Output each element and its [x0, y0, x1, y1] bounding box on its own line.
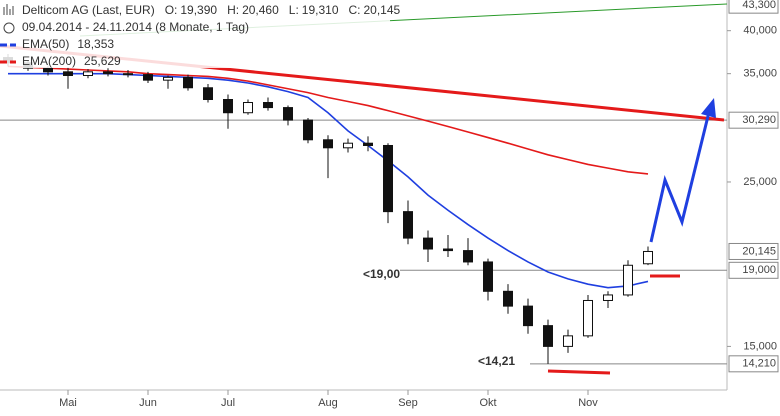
- candle-body: [43, 67, 53, 73]
- candle-body: [123, 73, 133, 76]
- candle-body: [443, 248, 453, 252]
- support-mark: [547, 369, 611, 375]
- candle-body: [603, 294, 613, 301]
- annotation: <14,21: [478, 354, 515, 368]
- candle-body: [223, 99, 233, 114]
- candle-body: [403, 211, 413, 239]
- price-box: [728, 261, 779, 279]
- candle-body: [323, 139, 333, 149]
- candle-body: [483, 261, 493, 292]
- y-tick-label: 35,000: [743, 68, 777, 80]
- candle-body: [623, 264, 633, 296]
- y-tick-label: 40,000: [743, 25, 777, 37]
- price-label: 14,210: [742, 358, 776, 370]
- candle-body: [243, 102, 253, 114]
- candle-body: [283, 107, 293, 121]
- candle-body: [263, 102, 273, 109]
- candle-body: [203, 87, 213, 101]
- ohlc-value: 20,145: [364, 3, 401, 17]
- ohlc-value: 19,390: [180, 3, 217, 17]
- candle-body: [643, 250, 653, 265]
- price-box: [728, 0, 779, 14]
- x-tick-label: Jun: [139, 397, 157, 409]
- price-label: 30,290: [742, 114, 776, 126]
- clock-icon: [3, 22, 15, 34]
- header-period: 09.04.2014 - 24.11.2014 (8 Monate, 1 Tag…: [22, 20, 249, 34]
- candle-body: [163, 76, 173, 81]
- ohlc-value: 20,460: [242, 3, 279, 17]
- ohlc-label: L:: [289, 3, 299, 17]
- ohlc-label: H:: [227, 3, 239, 17]
- candle-body: [503, 290, 513, 307]
- header-bg: [0, 0, 390, 68]
- header-title: Delticom AG (Last, EUR): [22, 3, 155, 17]
- candle-body: [463, 250, 473, 263]
- chart-icon: [3, 4, 14, 15]
- y-tick-label: 15,000: [743, 340, 777, 352]
- projection: [649, 107, 712, 243]
- header: Delticom AG (Last, EUR) 09.04.2014 - 24.…: [0, 0, 401, 68]
- candle-body: [363, 142, 373, 146]
- ema-line: [7, 65, 649, 175]
- annotation: <19,00: [363, 267, 400, 281]
- candle-body: [183, 76, 193, 89]
- price-label: 43,300: [742, 0, 776, 11]
- price-box: [728, 111, 779, 129]
- x-tick-label: Nov: [578, 397, 598, 409]
- candle-body: [543, 325, 553, 347]
- y-tick-label: 25,000: [743, 176, 777, 188]
- price-label: 20,145: [742, 245, 776, 257]
- x-tick-label: Okt: [479, 397, 496, 409]
- candle-body: [63, 71, 73, 77]
- plot: [0, 30, 731, 395]
- candle-body: [383, 144, 393, 213]
- candle-body: [343, 142, 353, 149]
- ohlc-value: 19,310: [302, 3, 339, 17]
- candle-body: [563, 335, 573, 347]
- ema-line: [8, 72, 649, 289]
- legend-label: EMA(200): [22, 54, 76, 68]
- ohlc-label: O:: [165, 3, 178, 17]
- legend-label: EMA(50): [22, 37, 69, 51]
- legend-value: 18,353: [77, 37, 114, 51]
- price-label: 19,000: [742, 264, 776, 276]
- price-box: [728, 355, 779, 373]
- x-tick-label: Jul: [221, 397, 235, 409]
- candle-body: [303, 119, 313, 141]
- ohlc-label: C:: [349, 3, 361, 17]
- candle-body: [83, 71, 93, 77]
- x-tick-label: Aug: [318, 397, 338, 409]
- legend-value: 25,629: [84, 54, 121, 68]
- arrow-head: [701, 98, 716, 118]
- x-tick-label: Sep: [398, 397, 418, 409]
- candle-body: [523, 305, 533, 327]
- price-box: [728, 242, 779, 260]
- x-tick-label: Mai: [59, 397, 77, 409]
- candle-body: [423, 237, 433, 250]
- candle-body: [103, 71, 113, 75]
- candle-body: [143, 74, 153, 81]
- candle-body: [583, 299, 593, 337]
